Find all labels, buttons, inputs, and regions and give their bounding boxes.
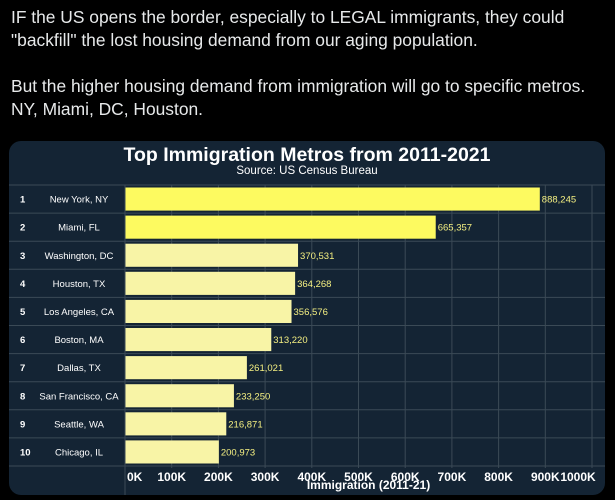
- rank-label: 7: [20, 363, 25, 374]
- chart-subtitle: Source: US Census Bureau: [236, 165, 378, 177]
- rank-label: 2: [20, 223, 25, 234]
- category-label: Chicago, IL: [55, 447, 103, 458]
- data-label: 261,021: [249, 363, 283, 374]
- data-label: 370,531: [300, 251, 334, 262]
- category-label: Dallas, TX: [57, 363, 101, 374]
- category-label: San Francisco, CA: [39, 391, 119, 402]
- rank-label: 4: [20, 279, 26, 290]
- rank-label: 1: [20, 195, 26, 206]
- bar: [125, 215, 436, 239]
- bar: [125, 440, 219, 464]
- bar: [125, 299, 292, 323]
- category-label: Los Angeles, CA: [44, 307, 115, 318]
- category-label: Houston, TX: [53, 279, 106, 290]
- x-tick-label: 800K: [484, 470, 513, 484]
- chart-title: Top Immigration Metros from 2011-2021: [123, 144, 491, 166]
- category-label: New York, NY: [50, 195, 109, 206]
- bar-chart: 0K 100K 200K 300K 400K 500K 600K 700K 800K 900K 10…: [9, 184, 605, 495]
- tweet-paragraph-1: IF the US opens the border, especially t…: [11, 7, 565, 50]
- x-tick-label: 600K: [391, 470, 420, 484]
- rank-label: 10: [20, 447, 31, 458]
- rank-label: 3: [20, 251, 25, 262]
- x-tick-label: 0K: [127, 470, 143, 484]
- data-label: 216,871: [228, 419, 262, 430]
- data-label: 200,973: [221, 447, 255, 458]
- category-label: Miami, FL: [58, 223, 100, 234]
- tweet-text: IF the US opens the border, especially t…: [11, 6, 611, 121]
- rank-label: 9: [20, 419, 25, 430]
- data-label: 356,576: [294, 307, 328, 318]
- data-label: 364,268: [297, 279, 331, 290]
- bar: [125, 187, 540, 211]
- data-label: 233,250: [236, 391, 270, 402]
- bar: [125, 243, 299, 267]
- rank-label: 8: [20, 391, 25, 402]
- category-label: Washington, DC: [45, 251, 114, 262]
- chart-image[interactable]: Top Immigration Metros from 2011-2021 So…: [9, 141, 605, 495]
- tweet-paragraph-2: But the higher housing demand from immig…: [11, 76, 586, 119]
- x-tick-label: 500K: [344, 470, 373, 484]
- bar: [125, 384, 234, 408]
- x-tick-label: 900K: [531, 470, 560, 484]
- x-axis-title: Immigration (2011-21): [307, 478, 430, 492]
- rank-label: 6: [20, 335, 25, 346]
- x-tick-label: 400K: [297, 470, 326, 484]
- bar: [125, 356, 247, 380]
- data-label: 313,220: [273, 335, 307, 346]
- category-label: Boston, MA: [54, 335, 104, 346]
- bar: [125, 328, 272, 352]
- rank-label: 5: [20, 307, 26, 318]
- x-tick-label: 300K: [251, 470, 280, 484]
- bar: [125, 412, 227, 436]
- data-label: 665,357: [438, 223, 472, 234]
- bar: [125, 271, 296, 295]
- x-tick-label: 700K: [438, 470, 467, 484]
- x-tick-label: 1000K: [560, 470, 596, 484]
- category-label: Seattle, WA: [54, 419, 104, 430]
- x-tick-label: 100K: [157, 470, 186, 484]
- data-label: 888,245: [542, 195, 576, 206]
- x-tick-label: 200K: [204, 470, 233, 484]
